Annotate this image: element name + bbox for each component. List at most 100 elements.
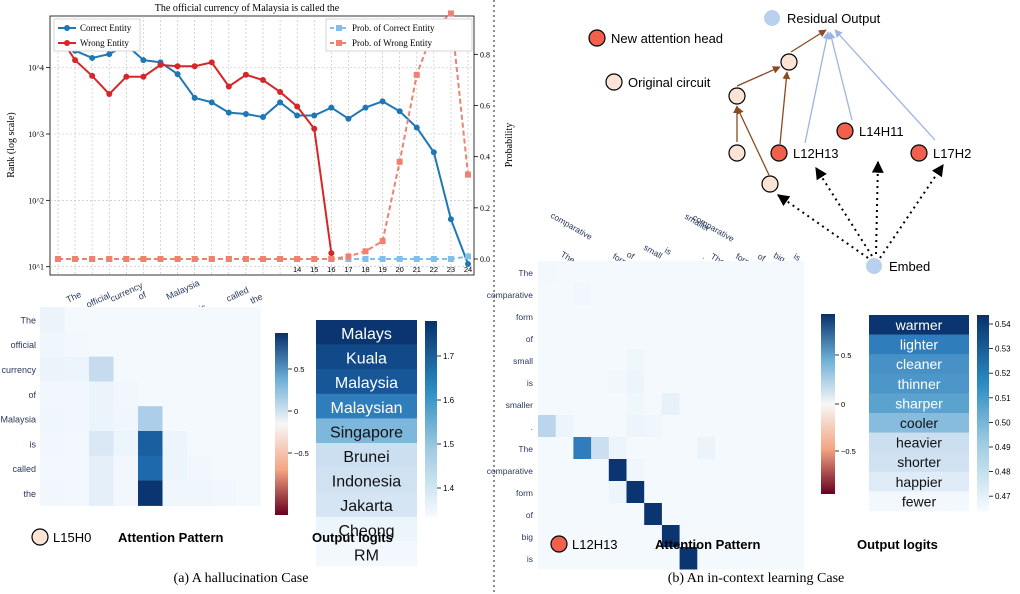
logit-cell <box>316 393 417 419</box>
right-caption: (b) An in-context learning Case <box>668 571 845 586</box>
x-tick-label: 20 <box>395 265 403 274</box>
heatmap-cell <box>697 393 716 416</box>
heatmap-cell <box>732 503 751 526</box>
heatmap-cell <box>162 406 188 432</box>
heatmap-cell <box>538 459 557 482</box>
right-logits-tick-label: 0.47 <box>995 492 1011 501</box>
left-heatmap: TheofficialcurrencyofMalaysiaiscalledthe… <box>0 278 264 506</box>
logit-token: sharper <box>895 395 943 411</box>
heatmap-cell <box>785 415 804 438</box>
logit-cell <box>316 369 417 395</box>
heatmap-cell <box>64 307 90 333</box>
heatmap-cell <box>644 503 663 526</box>
heatmap-cell <box>89 480 114 506</box>
logit-token: Kuala <box>346 351 387 368</box>
logit-cell <box>316 344 417 370</box>
l17h2-graph-label: L17H2 <box>933 146 971 161</box>
series-point <box>277 256 284 262</box>
y-right-tick-label: 0.8 <box>480 50 490 59</box>
heatmap-y-label: is <box>30 439 37 449</box>
heatmap-cell <box>591 393 610 416</box>
heatmap-cell <box>732 349 751 372</box>
chart-title: The official currency of Malaysia is cal… <box>155 3 340 14</box>
heatmap-cell <box>64 480 90 506</box>
series-point <box>396 158 403 165</box>
legend-wrong-entity: Wrong Entity <box>80 38 129 48</box>
y-axis-left-label: Rank (log scale) <box>6 112 17 178</box>
heatmap-cell <box>591 459 610 482</box>
heatmap-cell <box>591 261 610 284</box>
heatmap-cell <box>555 261 574 284</box>
heatmap-cell <box>608 261 627 284</box>
left-logits-tick-0: 1.7 <box>443 352 455 361</box>
heatmap-cell <box>40 431 65 457</box>
heatmap-cell <box>626 349 645 372</box>
heatmap-cell <box>661 283 681 306</box>
heatmap-cell <box>768 371 787 394</box>
logit-token: warmer <box>895 317 943 333</box>
series-point <box>208 99 215 106</box>
heatmap-cell <box>768 261 787 284</box>
heatmap-cell <box>573 283 592 306</box>
legend-prob-wrong: Prob. of Wrong Entity <box>352 38 432 48</box>
heatmap-cell <box>40 381 65 407</box>
series-point <box>277 99 284 106</box>
heatmap-cell <box>697 459 716 482</box>
series-point <box>157 61 164 68</box>
heatmap-cell <box>89 431 114 457</box>
left-heatmap-y-labels: The official currency of Malaysia is called the <box>0 315 36 499</box>
heatmap-cell <box>187 307 212 333</box>
heatmap-cell <box>697 525 716 548</box>
heatmap-cell <box>732 525 751 548</box>
heatmap-cell <box>679 349 698 372</box>
series-point <box>396 256 403 262</box>
heatmap-cell <box>162 356 188 382</box>
heatmap-cell <box>785 547 804 570</box>
series-point <box>242 71 249 78</box>
heatmap-cell <box>626 393 645 416</box>
heatmap-cell <box>679 371 698 394</box>
x-tick-label: 14 <box>293 265 301 274</box>
heatmap-cell <box>679 393 698 416</box>
heatmap-cell <box>608 371 627 394</box>
series-point <box>294 256 301 262</box>
heatmap-cell <box>113 431 139 457</box>
heatmap-y-label: of <box>526 510 534 520</box>
series-point <box>311 125 318 132</box>
logit-cell <box>869 393 969 414</box>
legend-correct-entity: Correct Entity <box>80 23 132 33</box>
heatmap-cell <box>591 371 610 394</box>
series-point <box>140 73 147 80</box>
heatmap-cell <box>768 503 787 526</box>
heatmap-y-label: is <box>527 378 533 388</box>
legend-right: Prob. of Correct Entity Prob. of Wrong E… <box>325 18 473 52</box>
heatmap-cell <box>555 371 574 394</box>
heatmap-cell <box>626 547 645 570</box>
heatmap-cell <box>538 481 557 504</box>
heatmap-cell <box>538 503 557 526</box>
heatmap-cell <box>138 307 163 333</box>
heatmap-cell <box>187 381 212 407</box>
heatmap-cell <box>608 503 627 526</box>
heatmap-cell <box>162 307 188 333</box>
heatmap-x-label: the <box>249 291 265 305</box>
heatmap-cell <box>768 481 787 504</box>
series-point <box>157 256 164 262</box>
series-point <box>89 72 96 79</box>
heatmap-cell <box>538 305 557 328</box>
series-point <box>345 115 352 122</box>
series-point <box>55 256 61 262</box>
heatmap-cell <box>661 393 681 416</box>
heatmap-cell <box>89 406 114 432</box>
heatmap-cell <box>785 261 804 284</box>
heatmap-cell <box>608 481 627 504</box>
heatmap-cell <box>768 525 787 548</box>
embed-label: Embed <box>889 259 930 274</box>
series-point <box>225 109 232 116</box>
heatmap-cell <box>661 481 681 504</box>
heatmap-cell <box>538 349 557 372</box>
heatmap-cell <box>732 305 751 328</box>
heatmap-cell <box>661 415 681 438</box>
heatmap-cell <box>591 437 610 460</box>
